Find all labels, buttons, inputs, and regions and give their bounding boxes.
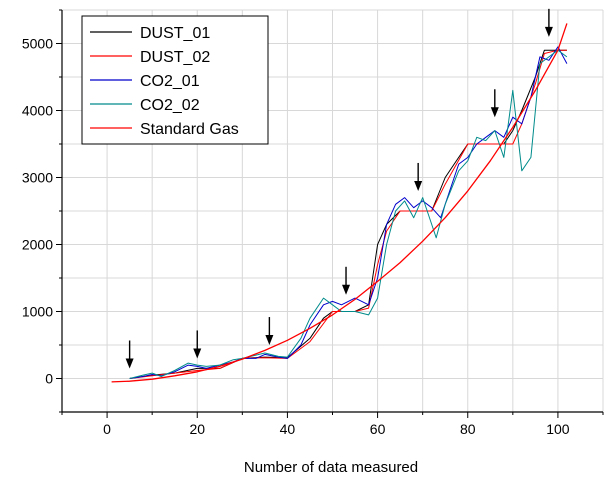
legend-item: CO2_01 — [90, 73, 200, 90]
y-tick-label: 2000 — [22, 237, 53, 253]
series-lines — [111, 23, 568, 383]
annotation-arrows — [125, 8, 553, 369]
legend-item: DUST_01 — [90, 25, 210, 42]
legend-item: Standard Gas — [90, 121, 239, 138]
y-tick-label: 5000 — [22, 36, 53, 52]
legend-label: CO2_02 — [140, 97, 200, 114]
legend-label: Standard Gas — [140, 121, 239, 138]
arrow-annotation — [490, 89, 499, 118]
arrow-head — [342, 284, 351, 295]
arrow-annotation — [342, 266, 351, 295]
grid — [62, 9, 604, 412]
arrow-head — [544, 26, 553, 37]
x-tick-label: 80 — [460, 421, 476, 437]
arrow-head — [125, 358, 134, 369]
arrow-annotation — [265, 317, 274, 346]
x-tick-label: 40 — [280, 421, 296, 437]
x-tick-label: 20 — [189, 421, 205, 437]
series-line-standard-gas — [111, 23, 568, 383]
x-tick-label: 60 — [370, 421, 386, 437]
series-line-co2-02 — [129, 49, 568, 379]
series-line-co2-01 — [129, 46, 568, 379]
arrow-annotation — [193, 330, 202, 359]
y-tick-label: 3000 — [22, 170, 53, 186]
legend-label: CO2_01 — [140, 73, 200, 90]
arrow-head — [414, 180, 423, 191]
arrow-head — [265, 335, 274, 346]
arrow-annotation — [544, 8, 553, 37]
x-tick-label: 0 — [103, 421, 111, 437]
series-line-dust-02 — [129, 49, 567, 379]
legend-label: DUST_02 — [140, 49, 210, 66]
arrow-annotation — [125, 340, 134, 369]
legend-item: CO2_02 — [90, 97, 200, 114]
x-tick-label: 100 — [546, 421, 570, 437]
y-tick-label: 1000 — [22, 304, 53, 320]
legend-item: DUST_02 — [90, 49, 210, 66]
y-tick-label: 4000 — [22, 103, 53, 119]
x-axis-title: Number of data measured — [244, 459, 418, 476]
y-tick-label: 0 — [45, 371, 53, 387]
arrow-head — [490, 107, 499, 118]
legend-label: DUST_01 — [140, 25, 210, 42]
legend: DUST_01 DUST_02 CO2_01 CO2_02 Standard Gas — [81, 15, 269, 145]
arrow-head — [193, 348, 202, 359]
arrow-annotation — [414, 162, 423, 191]
